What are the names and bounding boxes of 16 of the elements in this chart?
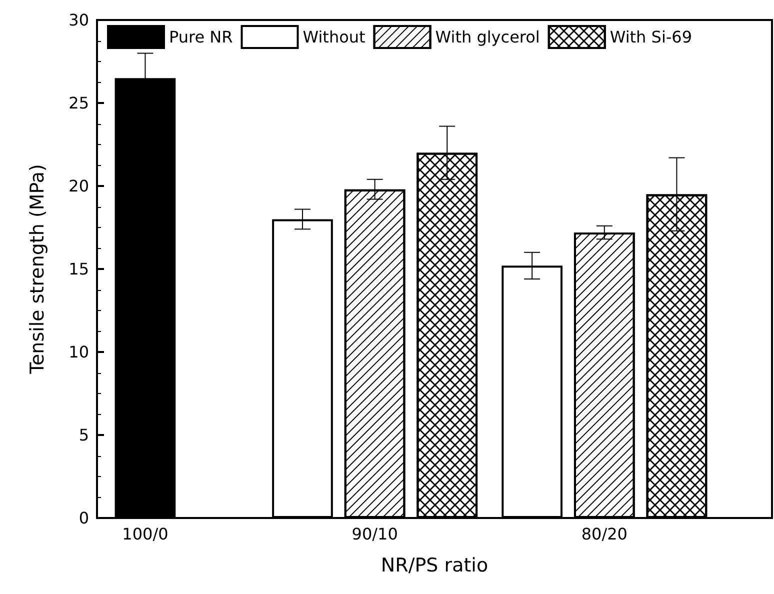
y-tick-label: 15 [68,260,89,278]
legend-label: Without [302,28,366,46]
y-tick-label: 0 [78,508,89,528]
legend-label: With Si-69 [610,28,692,46]
x-tick-label: 80/20 [581,524,628,544]
x-tick-label: 90/10 [352,524,398,544]
y-tick-label: 30 [68,10,89,30]
legend-label: Pure NR [169,28,233,46]
y-tick-label: 20 [68,176,89,196]
x-tick-label: 100/0 [122,524,168,544]
y-tick-label: 5 [78,426,89,444]
x-axis-title: NR/PS ratio [380,554,488,576]
y-axis-title: Tensile strength (MPa) [26,164,48,375]
legend-label: With glycerol [435,28,540,46]
y-tick-label: 10 [68,342,89,362]
y-tick-label: 25 [68,94,89,112]
